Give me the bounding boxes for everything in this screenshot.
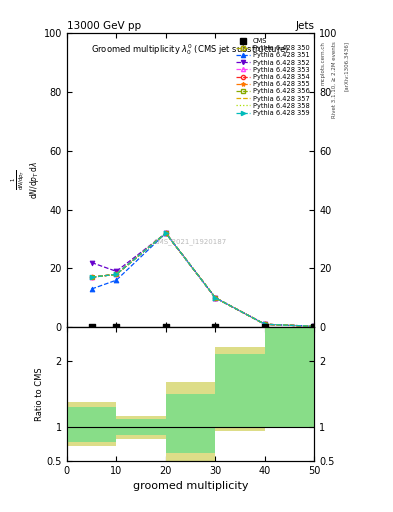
Pythia 6.428 359 — [312, 323, 317, 329]
Pythia 6.428 357 — [163, 230, 168, 236]
Y-axis label: $\frac{1}{\mathrm{d}N/\mathrm{d}p_T}$
$\mathrm{d}N/\mathrm{d}p_T\,\mathrm{d}\lam: $\frac{1}{\mathrm{d}N/\mathrm{d}p_T}$ $\… — [9, 161, 41, 199]
Pythia 6.428 359 — [114, 271, 119, 278]
Pythia 6.428 350 — [312, 323, 317, 329]
Pythia 6.428 353 — [263, 321, 267, 327]
Pythia 6.428 358 — [312, 323, 317, 329]
Pythia 6.428 358 — [263, 321, 267, 327]
Line: Pythia 6.428 354: Pythia 6.428 354 — [89, 231, 317, 329]
Pythia 6.428 355 — [163, 230, 168, 236]
Pythia 6.428 357 — [213, 295, 218, 301]
Pythia 6.428 356 — [89, 274, 94, 280]
Pythia 6.428 358 — [89, 274, 94, 280]
Pythia 6.428 351 — [263, 321, 267, 327]
Line: Pythia 6.428 352: Pythia 6.428 352 — [89, 231, 317, 329]
Text: mcplots.cern.ch: mcplots.cern.ch — [320, 41, 325, 85]
Pythia 6.428 356 — [263, 321, 267, 327]
Pythia 6.428 350 — [163, 230, 168, 236]
Point — [163, 323, 169, 331]
Pythia 6.428 358 — [114, 271, 119, 278]
Pythia 6.428 352 — [213, 295, 218, 301]
Pythia 6.428 352 — [312, 323, 317, 329]
Pythia 6.428 358 — [163, 230, 168, 236]
Pythia 6.428 350 — [89, 274, 94, 280]
Pythia 6.428 353 — [163, 230, 168, 236]
Pythia 6.428 356 — [213, 295, 218, 301]
Point — [212, 323, 219, 331]
Pythia 6.428 350 — [263, 321, 267, 327]
Pythia 6.428 357 — [312, 323, 317, 329]
Pythia 6.428 357 — [263, 321, 267, 327]
Line: Pythia 6.428 359: Pythia 6.428 359 — [89, 231, 317, 329]
Text: Groomed multiplicity $\lambda_0^0$ (CMS jet substructure): Groomed multiplicity $\lambda_0^0$ (CMS … — [92, 42, 290, 57]
Pythia 6.428 354 — [114, 271, 119, 278]
Pythia 6.428 359 — [163, 230, 168, 236]
Pythia 6.428 353 — [213, 295, 218, 301]
Pythia 6.428 355 — [114, 271, 119, 278]
Line: Pythia 6.428 357: Pythia 6.428 357 — [92, 233, 314, 326]
Pythia 6.428 350 — [114, 271, 119, 278]
Pythia 6.428 355 — [263, 321, 267, 327]
Pythia 6.428 354 — [89, 274, 94, 280]
Line: Pythia 6.428 355: Pythia 6.428 355 — [89, 231, 317, 329]
Pythia 6.428 351 — [163, 230, 168, 236]
Line: Pythia 6.428 350: Pythia 6.428 350 — [89, 231, 317, 329]
Text: Jets: Jets — [296, 21, 314, 31]
Pythia 6.428 353 — [89, 274, 94, 280]
Pythia 6.428 359 — [89, 274, 94, 280]
Text: [arXiv:1306.3436]: [arXiv:1306.3436] — [344, 41, 349, 91]
Pythia 6.428 354 — [163, 230, 168, 236]
Pythia 6.428 355 — [89, 274, 94, 280]
Pythia 6.428 358 — [213, 295, 218, 301]
Pythia 6.428 351 — [114, 277, 119, 283]
X-axis label: groomed multiplicity: groomed multiplicity — [133, 481, 248, 491]
Pythia 6.428 357 — [114, 271, 119, 278]
Pythia 6.428 355 — [312, 323, 317, 329]
Pythia 6.428 354 — [213, 295, 218, 301]
Point — [113, 323, 119, 331]
Y-axis label: Ratio to CMS: Ratio to CMS — [35, 367, 44, 421]
Pythia 6.428 356 — [163, 230, 168, 236]
Line: Pythia 6.428 351: Pythia 6.428 351 — [89, 231, 317, 329]
Pythia 6.428 352 — [163, 230, 168, 236]
Pythia 6.428 356 — [312, 323, 317, 329]
Legend: CMS, Pythia 6.428 350, Pythia 6.428 351, Pythia 6.428 352, Pythia 6.428 353, Pyt: CMS, Pythia 6.428 350, Pythia 6.428 351,… — [234, 37, 311, 117]
Text: Rivet 3.1.10, ≥ 2.2M events: Rivet 3.1.10, ≥ 2.2M events — [332, 41, 337, 118]
Pythia 6.428 353 — [312, 323, 317, 329]
Pythia 6.428 357 — [89, 274, 94, 280]
Pythia 6.428 351 — [312, 323, 317, 329]
Line: Pythia 6.428 358: Pythia 6.428 358 — [92, 233, 314, 326]
Pythia 6.428 352 — [114, 268, 119, 274]
Pythia 6.428 355 — [213, 295, 218, 301]
Pythia 6.428 359 — [263, 321, 267, 327]
Pythia 6.428 351 — [213, 295, 218, 301]
Text: CMS_2021_I1920187: CMS_2021_I1920187 — [154, 239, 227, 245]
Pythia 6.428 352 — [89, 260, 94, 266]
Pythia 6.428 354 — [312, 323, 317, 329]
Line: Pythia 6.428 356: Pythia 6.428 356 — [89, 231, 317, 329]
Point — [311, 323, 318, 331]
Point — [262, 323, 268, 331]
Pythia 6.428 350 — [213, 295, 218, 301]
Pythia 6.428 352 — [263, 321, 267, 327]
Pythia 6.428 351 — [89, 286, 94, 292]
Point — [88, 323, 95, 331]
Pythia 6.428 359 — [213, 295, 218, 301]
Text: 13000 GeV pp: 13000 GeV pp — [67, 21, 141, 31]
Pythia 6.428 356 — [114, 271, 119, 278]
Pythia 6.428 353 — [114, 271, 119, 278]
Pythia 6.428 354 — [263, 321, 267, 327]
Line: Pythia 6.428 353: Pythia 6.428 353 — [89, 231, 317, 329]
